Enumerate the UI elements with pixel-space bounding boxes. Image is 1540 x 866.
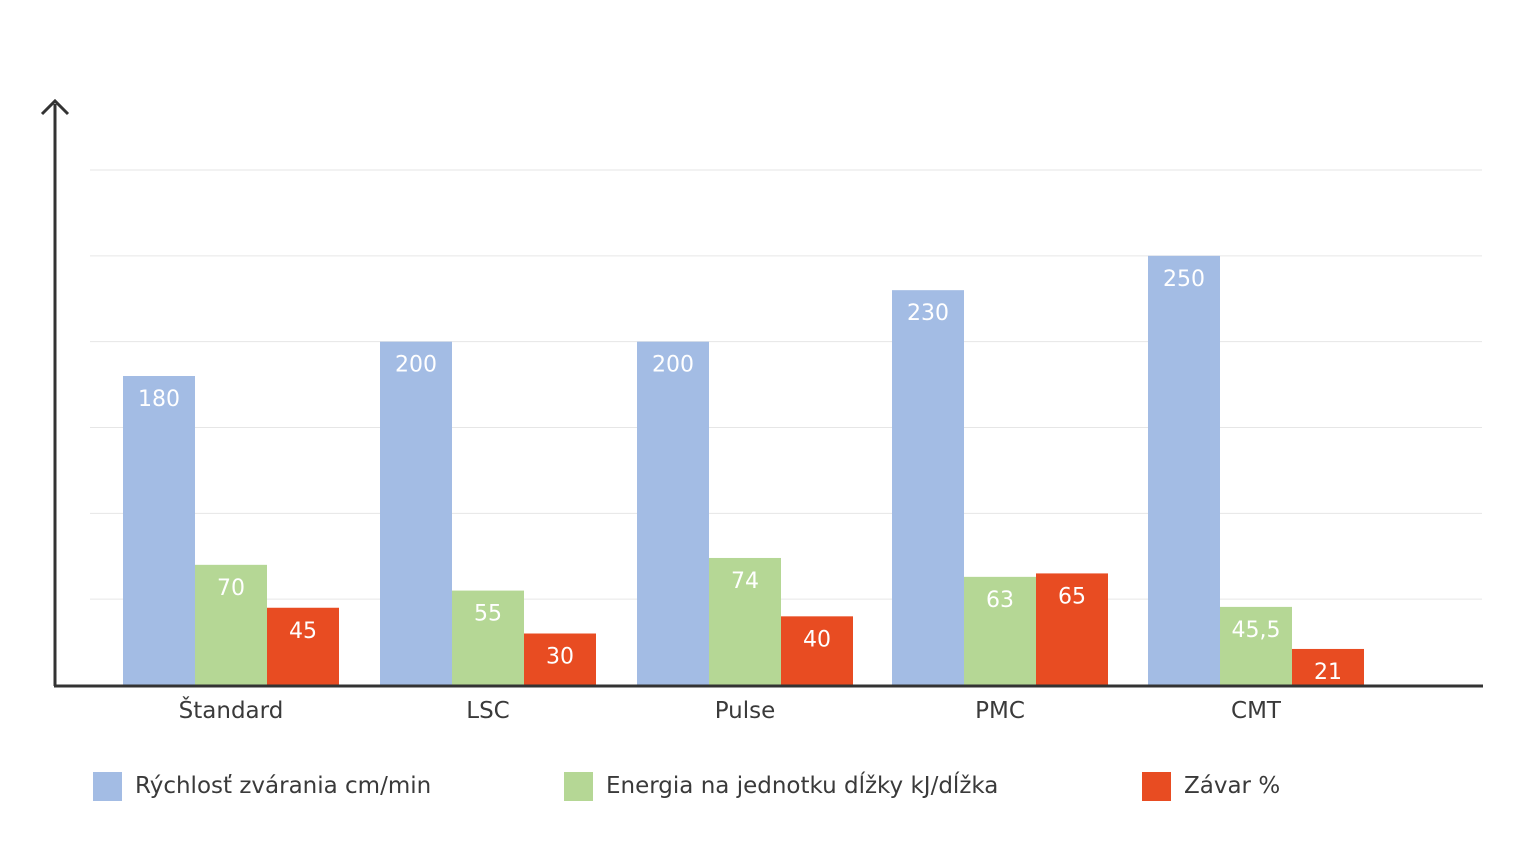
data-label-penetration: 40 — [803, 627, 831, 652]
bar-energy — [964, 576, 1036, 685]
data-label-speed: 200 — [395, 353, 437, 378]
y-axis-arrow-icon — [40, 98, 70, 116]
legend-item-speed: Rýchlosť zvárania cm/min — [93, 770, 431, 802]
data-label-penetration: 65 — [1058, 584, 1086, 609]
legend-item-penetration: Závar % — [1142, 770, 1280, 802]
bar-energy — [1220, 606, 1292, 685]
bar-penetration — [524, 633, 596, 685]
data-label-speed: 230 — [907, 301, 949, 326]
x-tick-label: LSC — [466, 698, 509, 724]
legend-swatch-energy — [564, 771, 593, 801]
legend-swatch-penetration — [1142, 771, 1171, 801]
x-tick-label: Pulse — [715, 698, 776, 724]
axes — [40, 98, 1483, 688]
x-tick-label: PMC — [975, 698, 1025, 724]
data-label-speed: 250 — [1163, 267, 1205, 292]
x-tick-label: CMT — [1231, 698, 1282, 724]
legend-label-penetration: Závar % — [1184, 773, 1281, 799]
bar-penetration — [267, 607, 339, 685]
legend-label-energy: Energia na jednotku dĺžky kJ/dĺžka — [606, 773, 999, 799]
bar-penetration — [1292, 648, 1364, 685]
legend: Rýchlosť zvárania cm/min Energia na jedn… — [0, 770, 1540, 810]
bar-energy — [452, 590, 524, 685]
bar-energy — [709, 557, 781, 685]
bar-penetration — [1036, 573, 1108, 685]
legend-item-energy: Energia na jednotku dĺžky kJ/dĺžka — [564, 770, 998, 802]
bar-speed — [123, 376, 195, 685]
data-label-energy: 55 — [474, 602, 502, 627]
data-label-energy: 45,5 — [1232, 618, 1281, 643]
data-label-energy: 63 — [986, 588, 1014, 613]
x-tick-label: Štandard — [179, 696, 284, 724]
grid-lines — [90, 169, 1482, 600]
data-label-energy: 74 — [731, 569, 759, 594]
data-label-speed: 180 — [138, 387, 180, 412]
data-label-penetration: 45 — [289, 619, 317, 644]
data-label-penetration: 30 — [546, 645, 574, 670]
bar-penetration — [781, 616, 853, 685]
legend-swatch-speed — [93, 771, 122, 801]
bar-energy — [195, 564, 267, 685]
data-label-penetration: 21 — [1314, 660, 1342, 685]
bar-speed — [892, 290, 964, 685]
x-tick-labels: Štandard LSC Pulse PMC CMT — [179, 696, 1282, 724]
bars: 180 70 45 200 55 30 200 74 40 230 63 65 250 45,5 21 — [123, 255, 1364, 686]
bar-speed — [380, 341, 452, 685]
data-label-energy: 70 — [217, 576, 245, 601]
data-label-speed: 200 — [652, 353, 694, 378]
bar-speed — [637, 341, 709, 685]
legend-label-speed: Rýchlosť zvárania cm/min — [135, 773, 432, 799]
bar-speed — [1148, 255, 1220, 686]
